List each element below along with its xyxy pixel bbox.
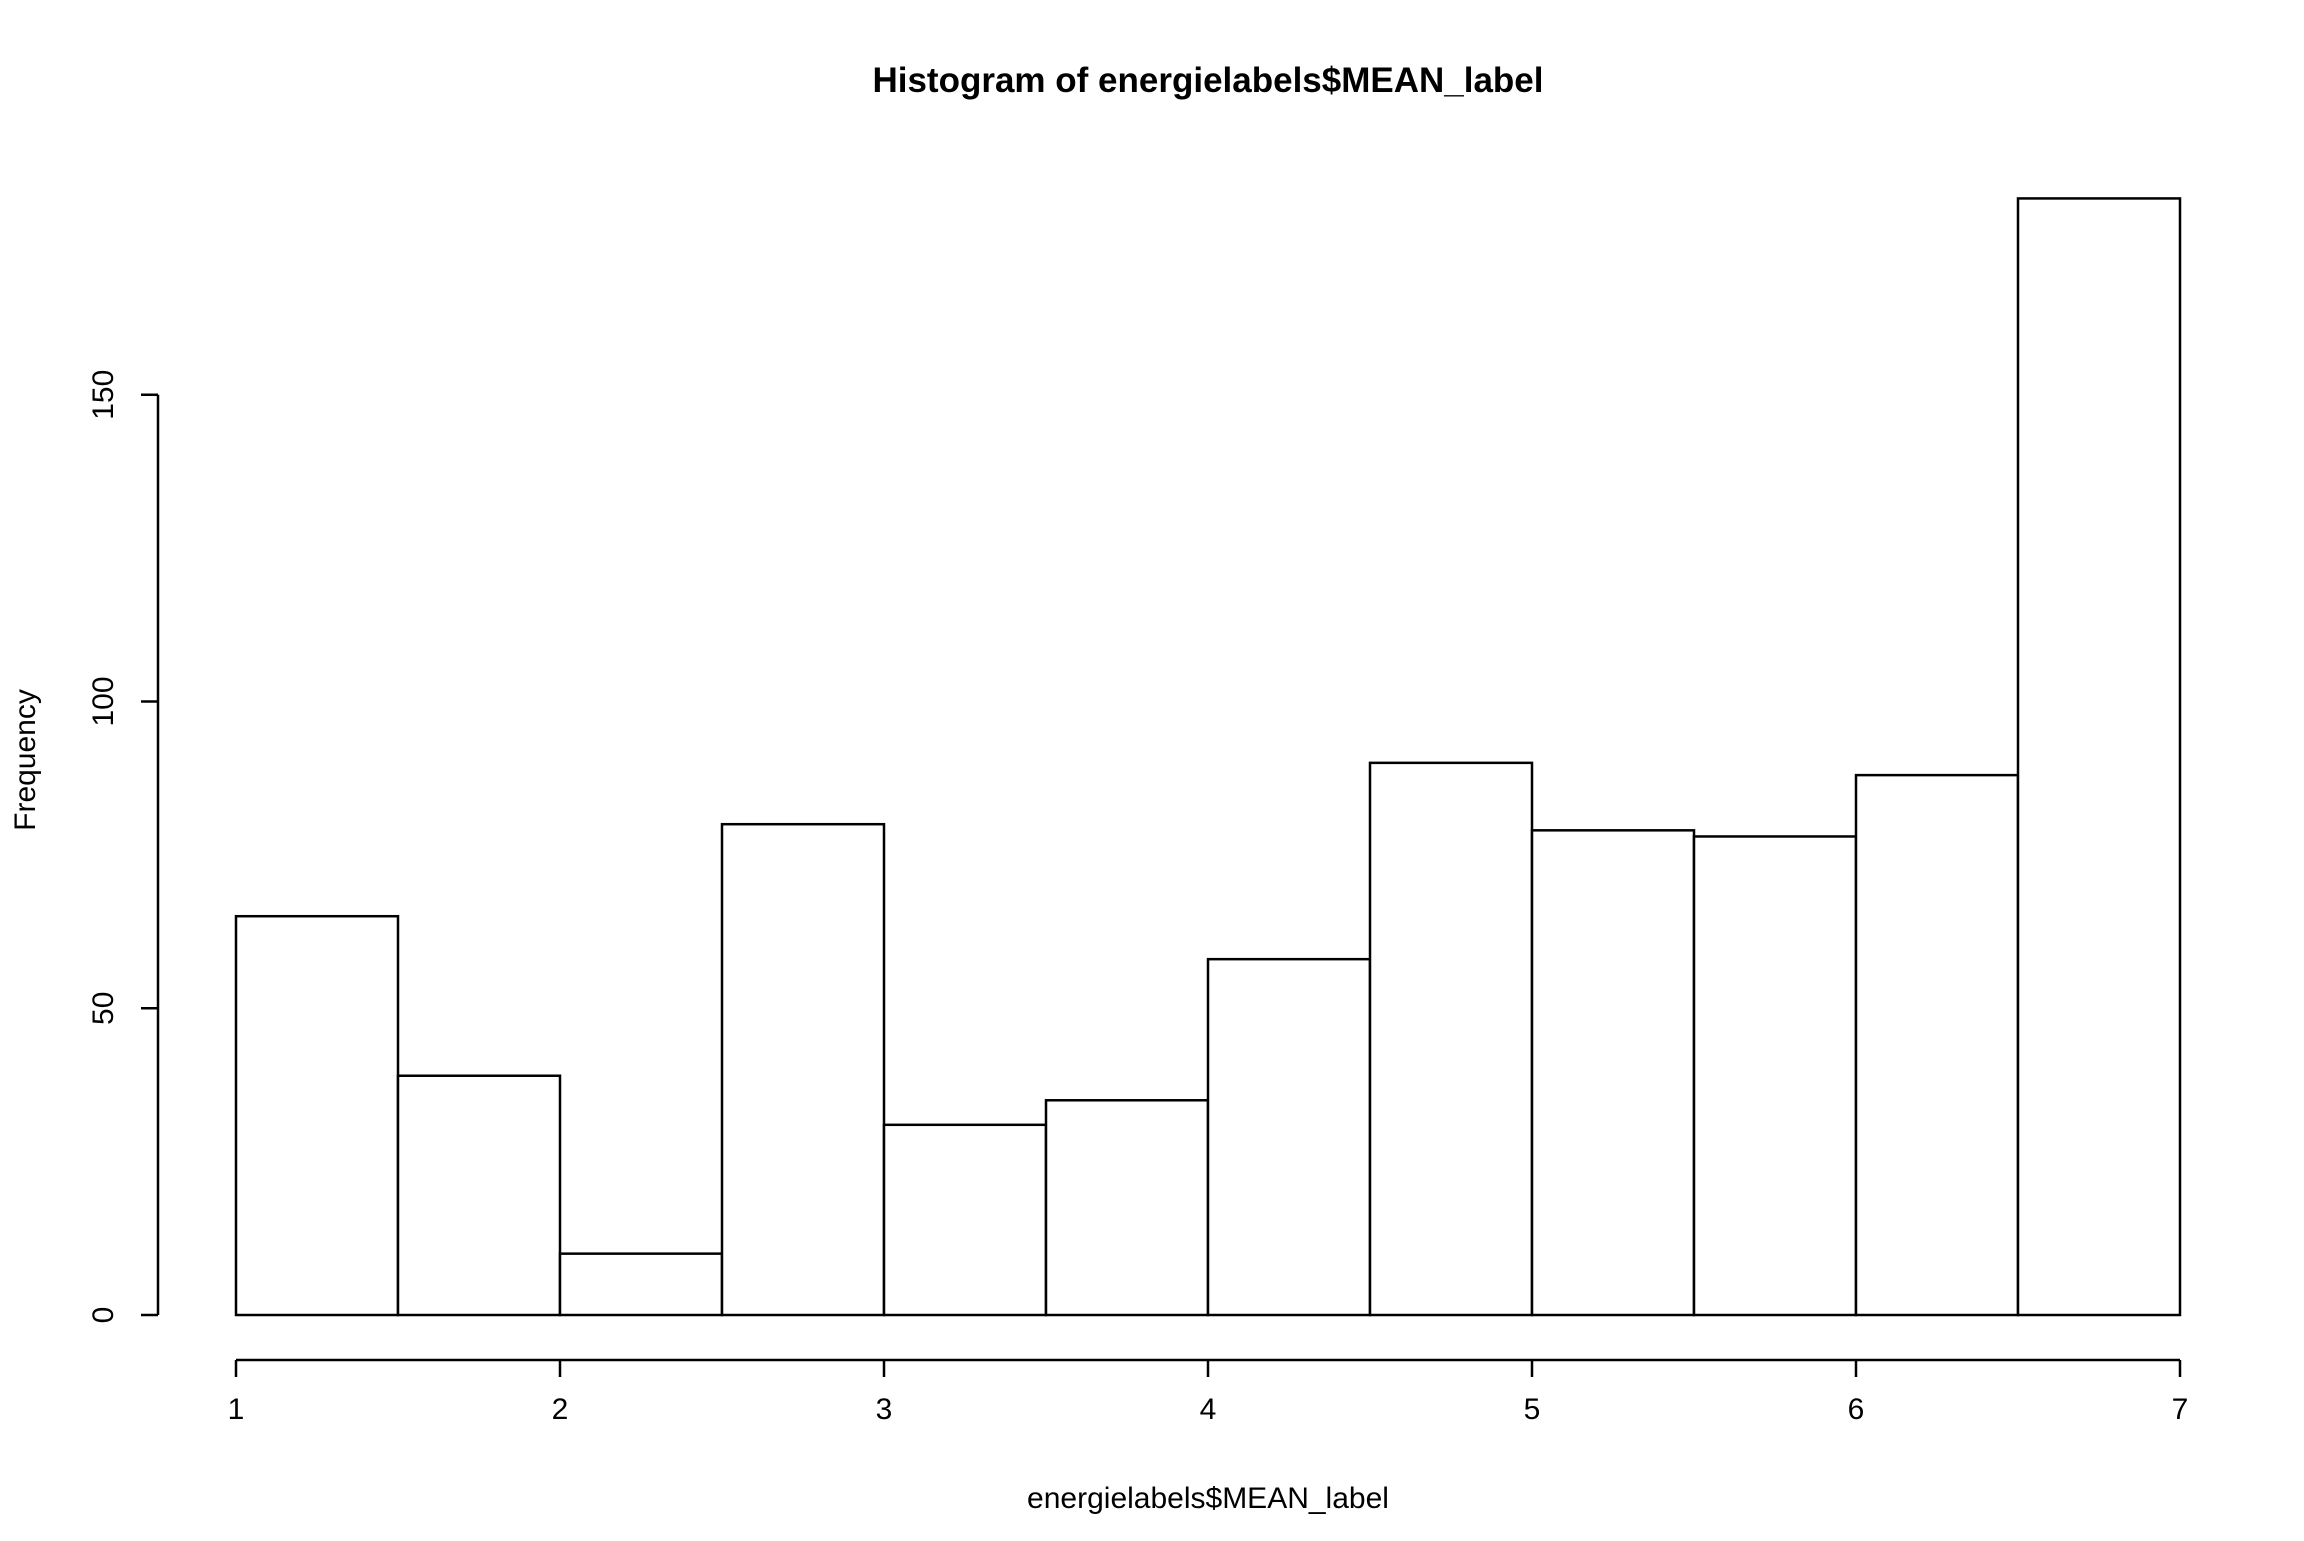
x-tick-label: 5 [1524, 1393, 1541, 1426]
bars-layer [234, 197, 2182, 1317]
y-tick-label: 100 [87, 676, 120, 726]
histogram-bar [558, 1252, 724, 1317]
histogram-bar [1368, 761, 1534, 1317]
histogram-bar [1530, 829, 1696, 1317]
x-tick-label: 6 [1848, 1393, 1865, 1426]
histogram-bar [882, 1123, 1048, 1317]
y-tick-label: 150 [87, 370, 120, 420]
x-tick-label: 1 [228, 1393, 245, 1426]
histogram-bar [1044, 1099, 1210, 1317]
x-tick-label: 2 [552, 1393, 569, 1426]
histogram-bar [234, 914, 400, 1317]
x-tick-label: 3 [876, 1393, 893, 1426]
histogram-bar [2016, 197, 2182, 1317]
y-axis: 0 50 100 150 [87, 370, 160, 1324]
histogram-bar [720, 822, 886, 1317]
histogram-bar [396, 1074, 562, 1317]
x-tick-label: 7 [2172, 1393, 2189, 1426]
x-axis-label: energielabels$MEAN_label [1027, 1482, 1389, 1515]
x-tick-label: 4 [1200, 1393, 1217, 1426]
y-tick-label: 0 [87, 1307, 120, 1324]
histogram-bar [1206, 957, 1372, 1317]
histogram-bar [1854, 773, 2020, 1317]
histogram-bar [1692, 835, 1858, 1317]
y-axis-label: Frequency [9, 689, 42, 831]
chart-title: Histogram of energielabels$MEAN_label [872, 61, 1543, 100]
y-tick-label: 50 [87, 992, 120, 1025]
x-axis: 1 2 3 4 5 6 7 [228, 1358, 2189, 1426]
